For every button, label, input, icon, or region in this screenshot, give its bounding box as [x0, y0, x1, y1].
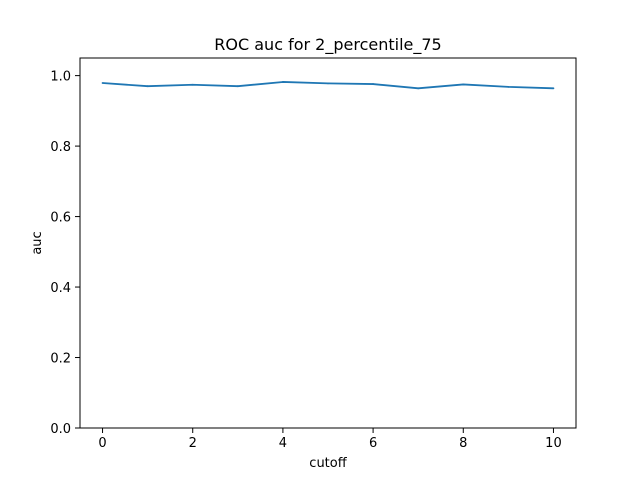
plot-area: [101, 81, 555, 90]
x-tick-label: 4: [279, 436, 287, 451]
data-point: [327, 82, 329, 85]
x-axis: 0 2 4 6 8 10: [98, 428, 562, 451]
chart-title: ROC auc for 2_percentile_75: [214, 35, 441, 55]
data-point: [191, 83, 194, 86]
axes-frame: [79, 57, 577, 429]
y-tick-label: 0.4: [50, 281, 71, 296]
data-point: [146, 85, 149, 88]
x-tick-label: 8: [459, 436, 467, 451]
y-tick-label: 0.2: [50, 352, 71, 367]
data-point: [552, 87, 555, 90]
y-tick-label: 0.0: [50, 422, 71, 437]
data-point: [101, 82, 104, 84]
data-point: [282, 81, 284, 83]
y-axis-label: auc: [30, 231, 45, 254]
y-tick-label: 0.8: [50, 140, 71, 155]
y-axis: 0.0 0.2 0.4 0.6 0.8 1.0: [50, 70, 80, 437]
data-point: [462, 83, 465, 86]
data-point: [417, 87, 420, 90]
x-tick-label: 2: [189, 436, 197, 451]
y-tick-label: 0.6: [50, 211, 71, 226]
x-axis-label: cutoff: [309, 456, 347, 471]
data-point: [236, 85, 239, 88]
data-point: [507, 85, 510, 88]
data-point: [372, 83, 374, 85]
x-tick-label: 10: [545, 436, 562, 451]
x-tick-label: 0: [98, 436, 106, 451]
y-tick-label: 1.0: [50, 70, 71, 85]
x-tick-label: 6: [369, 436, 377, 451]
